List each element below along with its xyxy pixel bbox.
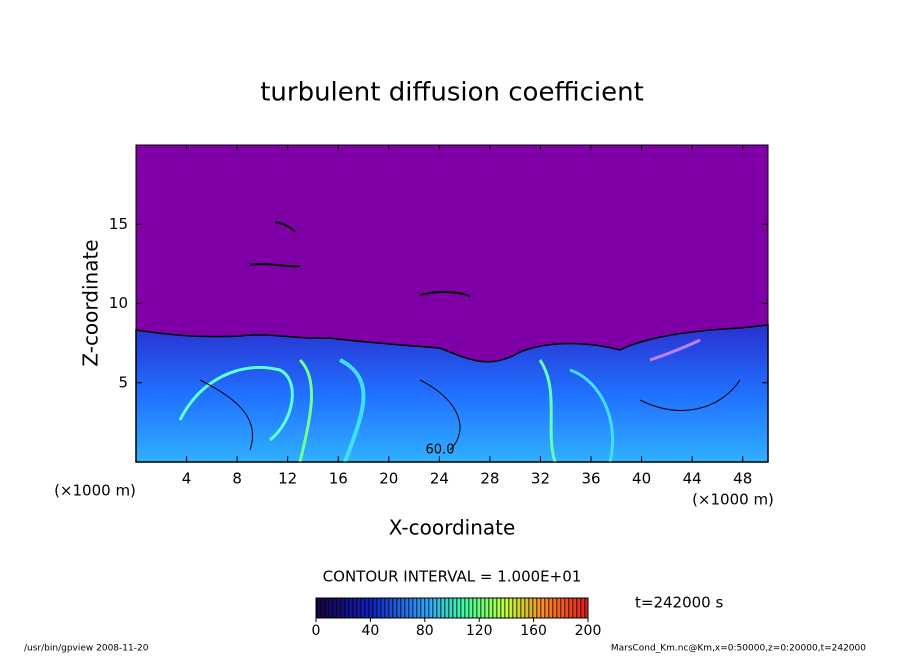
footer-left: /usr/bin/gpview 2008-11-20: [24, 644, 149, 654]
chart-title: turbulent diffusion coefficient: [260, 78, 644, 108]
x-tick-label: 28: [480, 470, 499, 488]
y-tick-label: 15: [109, 215, 128, 233]
x-tick-label: 48: [733, 470, 752, 488]
colorbar-tick-label: 0: [312, 623, 321, 639]
x-tick-label: 8: [232, 470, 242, 488]
x-tick-label: 12: [278, 470, 297, 488]
footer-right: MarsCond_Km.nc@Km,x=0:50000,z=0:20000,t=…: [611, 644, 866, 654]
colorbar-tick-label: 160: [520, 623, 547, 639]
y-unit: (×1000 m): [54, 482, 136, 500]
colorbar-frame: [315, 597, 589, 619]
colorbar-tick-label: 40: [361, 623, 379, 639]
x-tick-label: 40: [632, 470, 651, 488]
colorbar-tick-label: 120: [466, 623, 493, 639]
x-unit: (×1000 m): [692, 491, 774, 509]
y-tick-label: 10: [109, 294, 128, 312]
contour-label: 60.0: [426, 443, 455, 458]
y-axis-label: Z-coordinate: [79, 239, 103, 366]
x-tick-label: 24: [430, 470, 449, 488]
x-tick-label: 20: [379, 470, 398, 488]
y-tick-label: 5: [118, 373, 128, 391]
x-tick-label: 16: [329, 470, 348, 488]
x-axis-label: X-coordinate: [389, 516, 516, 540]
x-tick-label: 4: [182, 470, 192, 488]
colorbar-tick-label: 200: [575, 623, 602, 639]
x-tick-label: 32: [531, 470, 550, 488]
x-tick-label: 44: [683, 470, 702, 488]
colorbar-tick-label: 80: [416, 623, 434, 639]
contour-interval: CONTOUR INTERVAL = 1.000E+01: [323, 568, 582, 586]
field: [135, 144, 769, 463]
x-tick-label: 36: [581, 470, 600, 488]
time-label: t=242000 s: [635, 594, 723, 612]
